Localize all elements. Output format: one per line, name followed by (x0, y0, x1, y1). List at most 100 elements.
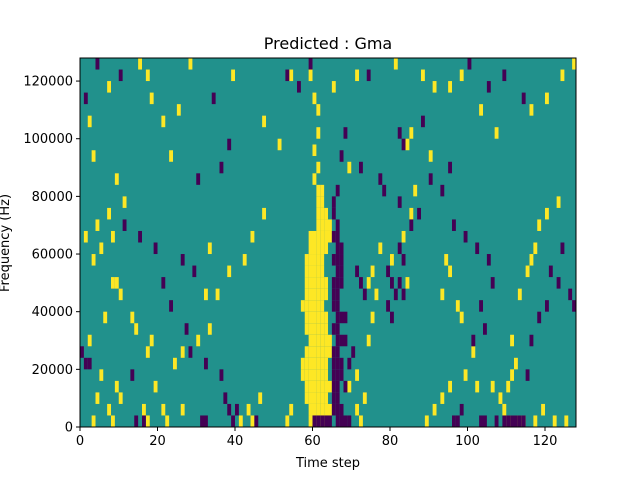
heatmap-cell-high (207, 242, 212, 255)
heatmap-cell-high (250, 415, 255, 427)
heatmap-cell-high (91, 150, 96, 162)
heatmap-cell-low (196, 173, 201, 185)
heatmap-cell-low (359, 277, 363, 289)
heatmap-cell-high (180, 346, 185, 358)
heatmap-cell-high (149, 92, 154, 105)
heatmap-cell-high (312, 92, 317, 105)
heatmap-cell-high (320, 288, 325, 301)
heatmap-cell-high (328, 230, 332, 243)
heatmap-cell-low (393, 288, 398, 301)
y-tick-label: 100000 (23, 132, 73, 147)
heatmap-cell-high (428, 150, 433, 162)
y-axis-label: Frequency (Hz) (0, 194, 13, 292)
heatmap-cell-high (308, 334, 313, 347)
heatmap-cell-high (142, 403, 146, 416)
heatmap-cell-high (320, 230, 325, 243)
heatmap-cell-high (316, 104, 321, 116)
heatmap-cell-high (215, 288, 220, 301)
heatmap-cell-low (475, 242, 480, 255)
heatmap-cell-low (335, 265, 340, 278)
heatmap-cell-low (486, 254, 491, 266)
heatmap-cell-high (165, 415, 170, 427)
heatmap-cell-low (227, 403, 232, 416)
heatmap-cell-high (196, 334, 201, 347)
heatmap-cell-low (359, 161, 363, 174)
heatmap-cell-low (347, 415, 352, 427)
heatmap-cell-high (320, 300, 325, 312)
heatmap-cell-low (312, 415, 317, 427)
heatmap-cell-low (421, 115, 425, 128)
heatmap-cell-low (490, 277, 495, 289)
plot-frame (79, 57, 577, 428)
heatmap-cell-low (331, 196, 336, 208)
heatmap-cell-high (324, 242, 329, 255)
heatmap-cell-high (316, 184, 321, 197)
heatmap-cell-low (351, 346, 356, 358)
heatmap-cell-high (304, 369, 309, 381)
heatmap-cell-high (564, 415, 569, 427)
heatmap-cell-high (498, 392, 503, 404)
heatmap-cell-high (312, 288, 317, 301)
heatmap-cell-high (529, 254, 534, 266)
heatmap-cell-high (231, 69, 236, 82)
heatmap-cell-high (312, 300, 317, 312)
heatmap-cell-low (525, 369, 530, 381)
heatmap-cell-high (289, 403, 294, 416)
heatmap-cell-high (138, 58, 143, 70)
heatmap-cell-low (479, 415, 484, 427)
heatmap-cell-low (335, 380, 340, 393)
heatmap-cell-high (370, 311, 375, 324)
heatmap-cell-high (502, 403, 507, 416)
heatmap-cell-high (300, 357, 305, 370)
heatmap-cell-high (316, 254, 321, 266)
heatmap-cell-high (316, 219, 321, 231)
heatmap-cell-high (324, 392, 329, 404)
heatmap-cell-low (521, 92, 526, 105)
heatmap-cell-high (316, 300, 321, 312)
heatmap-cell-low (378, 173, 383, 185)
heatmap-cell-high (316, 277, 321, 289)
heatmap-cell-high (444, 254, 449, 266)
heatmap-cell-low (463, 230, 468, 243)
heatmap-cell-high (390, 254, 394, 266)
heatmap-cell-low (335, 369, 340, 381)
heatmap-cell-high (122, 196, 127, 208)
heatmap-cell-low (192, 265, 197, 278)
heatmap-cell-high (320, 184, 325, 197)
heatmap-cell-low (331, 254, 336, 266)
heatmap-cell-low (455, 415, 460, 427)
heatmap-cell-high (300, 369, 305, 381)
heatmap-cell-low (343, 127, 348, 139)
heatmap-cell-high (300, 300, 305, 312)
heatmap-cell-low (339, 357, 344, 370)
plot-area (80, 58, 577, 427)
heatmap-cell-low (335, 277, 340, 289)
heatmap-cell-low (204, 415, 208, 427)
heatmap-cell-low (204, 357, 208, 370)
heatmap-cell-low (335, 415, 340, 427)
heatmap-cell-high (409, 127, 414, 139)
heatmap-cell-high (320, 265, 325, 278)
heatmap-cell-high (114, 380, 119, 393)
heatmap-cell-high (316, 207, 321, 220)
x-tick-label: 80 (382, 434, 399, 449)
heatmap-cell-low (134, 415, 139, 427)
heatmap-cell-high (440, 288, 445, 301)
heatmap-cell-high (421, 69, 425, 82)
heatmap-cell-high (328, 219, 332, 231)
heatmap-cell-low (409, 219, 414, 231)
heatmap-cell-high (440, 392, 445, 404)
heatmap-cell-high (366, 277, 371, 289)
heatmap-cell-low (572, 300, 577, 312)
heatmap-cell-low (556, 277, 561, 289)
heatmap-cell-high (83, 230, 88, 243)
heatmap-cell-low (335, 300, 340, 312)
heatmap-cell-high (316, 265, 321, 278)
heatmap-cell-high (304, 288, 309, 301)
heatmap-cell-low (517, 415, 522, 427)
heatmap-cell-low (169, 300, 174, 312)
x-tick-label: 100 (455, 434, 480, 449)
heatmap-cell-high (316, 196, 321, 208)
heatmap-cell-high (541, 403, 546, 416)
heatmap-cell-low (180, 254, 185, 266)
